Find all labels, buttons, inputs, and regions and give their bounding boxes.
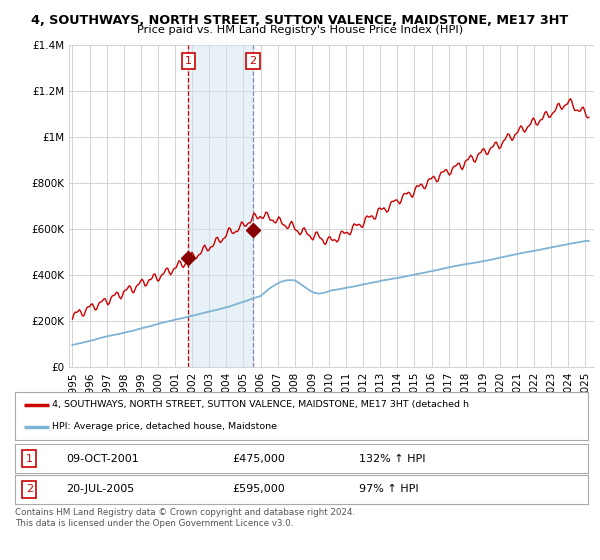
Bar [188,45,253,367]
Text: Price paid vs. HM Land Registry's House Price Index (HPI): Price paid vs. HM Land Registry's House … [137,25,463,35]
Text: HPI: Average price, detached house, Maidstone: HPI: Average price, detached house, Maid… [52,422,277,431]
Text: 2: 2 [249,56,256,66]
Text: 09-OCT-2001: 09-OCT-2001 [67,454,139,464]
Text: £475,000: £475,000 [233,454,286,464]
Text: 4, SOUTHWAYS, NORTH STREET, SUTTON VALENCE, MAIDSTONE, ME17 3HT: 4, SOUTHWAYS, NORTH STREET, SUTTON VALEN… [31,14,569,27]
Text: £595,000: £595,000 [233,484,286,494]
Text: 2: 2 [26,484,33,494]
Text: 1: 1 [185,56,191,66]
Text: 20-JUL-2005: 20-JUL-2005 [67,484,135,494]
Text: Contains HM Land Registry data © Crown copyright and database right 2024.
This d: Contains HM Land Registry data © Crown c… [15,508,355,528]
Text: 132% ↑ HPI: 132% ↑ HPI [359,454,425,464]
Text: 97% ↑ HPI: 97% ↑ HPI [359,484,418,494]
Text: 1: 1 [26,454,33,464]
Text: 4, SOUTHWAYS, NORTH STREET, SUTTON VALENCE, MAIDSTONE, ME17 3HT (detached h: 4, SOUTHWAYS, NORTH STREET, SUTTON VALEN… [52,400,469,409]
